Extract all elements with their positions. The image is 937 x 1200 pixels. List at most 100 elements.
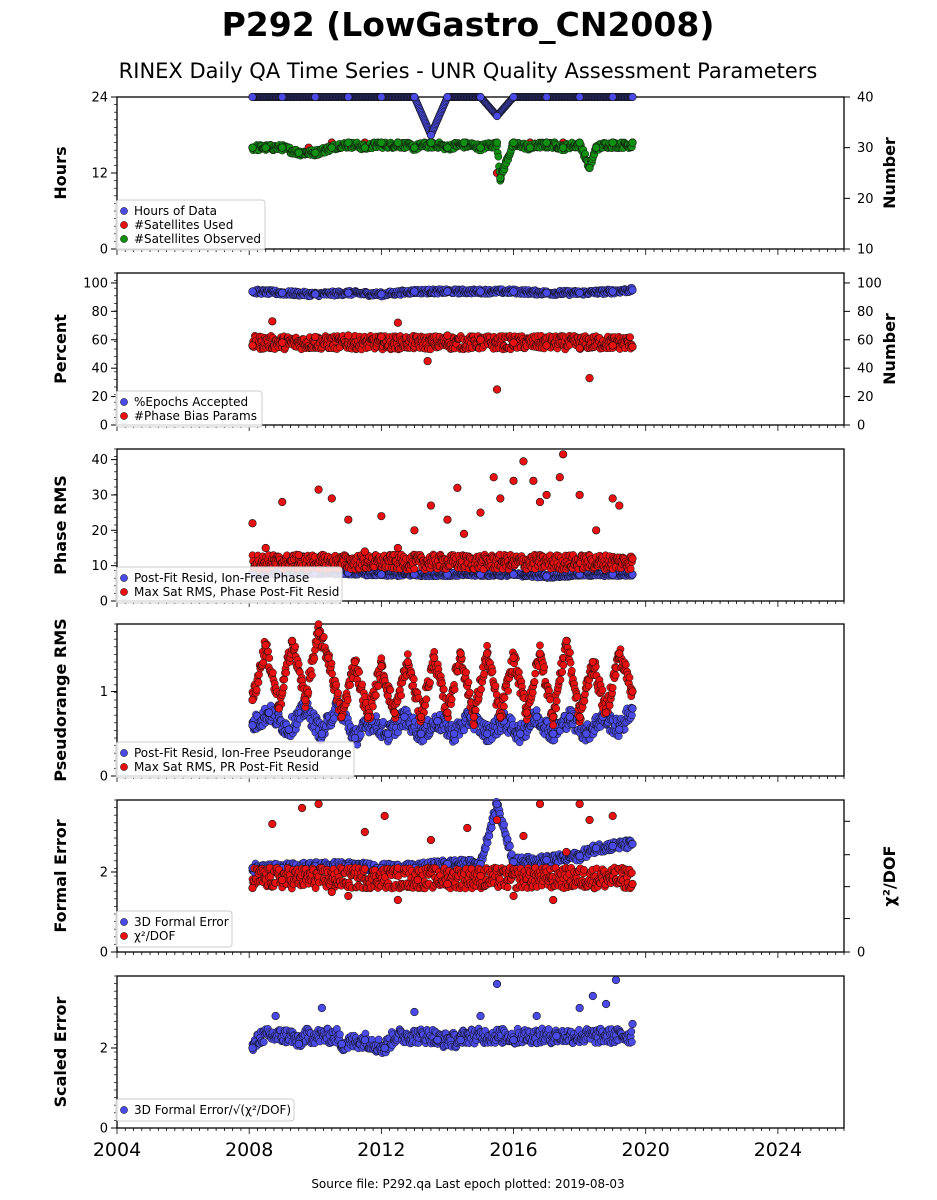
legend-marker (120, 207, 128, 215)
data-point (426, 501, 436, 510)
data-point (248, 143, 257, 152)
data-point (443, 92, 452, 102)
data-point (575, 344, 584, 353)
data-point (509, 138, 518, 147)
y-tick-label: 24 (91, 91, 108, 106)
data-point (443, 331, 452, 340)
y-tick-label: 0 (100, 595, 108, 610)
data-point (311, 290, 320, 299)
data-point (410, 526, 419, 535)
data-point (410, 287, 419, 296)
data-point (575, 138, 584, 147)
data-point (509, 338, 518, 347)
data-point (410, 143, 419, 152)
y-right-tick-label: 60 (857, 333, 874, 348)
data-point (311, 92, 320, 102)
y-right-tick-label: 10 (857, 243, 874, 258)
data-point (615, 501, 624, 510)
data-point (542, 288, 551, 297)
data-point (311, 332, 320, 342)
data-point (525, 143, 535, 152)
data-point (575, 92, 584, 102)
series-hours-0 (248, 92, 637, 140)
data-point (248, 287, 257, 296)
data-point (585, 374, 594, 383)
data-point (509, 92, 518, 102)
data-point (344, 92, 353, 102)
data-point (592, 143, 601, 152)
data-point (443, 515, 452, 524)
data-point (248, 92, 257, 102)
y-right-tick-label: 40 (857, 91, 874, 106)
y-tick-label: 10 (91, 559, 108, 574)
data-point (628, 138, 637, 147)
data-point (496, 173, 505, 183)
y-tick-label: 20 (91, 390, 108, 405)
data-point (608, 494, 617, 503)
data-point (377, 290, 386, 299)
data-point (311, 148, 320, 157)
y-right-tick-label: 100 (857, 276, 882, 291)
y-tick-label: 20 (91, 524, 108, 539)
data-point (542, 138, 551, 147)
y-tick-label: 0 (100, 243, 108, 258)
y-tick-label: 60 (91, 333, 108, 348)
y-axis-label: Percent (51, 314, 70, 384)
data-point (476, 508, 485, 517)
data-point (261, 143, 270, 152)
data-point (377, 92, 386, 102)
data-point (492, 138, 502, 147)
data-point (377, 570, 386, 579)
data-point (423, 356, 432, 366)
legend-label: #Satellites Observed (134, 232, 261, 246)
data-point (344, 515, 353, 524)
data-point (496, 494, 505, 503)
data-point (476, 287, 485, 296)
data-point (585, 163, 594, 173)
data-point (294, 148, 303, 157)
y-axis-label: Phase RMS (51, 475, 70, 575)
y-tick-label: 0 (100, 770, 108, 785)
legend-label: Max Sat RMS, Phase Post-Fit Resid (134, 585, 339, 599)
data-point-fill (532, 706, 541, 714)
y-tick-label: 40 (91, 453, 108, 468)
data-point (476, 92, 485, 102)
data-point-fill (494, 152, 503, 161)
data-point (443, 287, 452, 296)
data-point (278, 338, 287, 347)
data-point (608, 287, 617, 296)
data-point (360, 143, 369, 152)
y-axis-label-right: Number (880, 137, 899, 209)
legend-label: Post-Fit Resid, Ion-Free Phase (134, 571, 309, 585)
y-axis-label-right: Number (880, 313, 899, 385)
data-point (492, 111, 502, 121)
series-phase-rms-1 (248, 450, 637, 574)
data-point (509, 287, 518, 296)
y-right-tick-label: 20 (857, 390, 874, 405)
legend-marker (120, 412, 128, 420)
data-point (327, 143, 336, 152)
data-point (542, 572, 551, 581)
data-point (377, 512, 386, 521)
data-point (459, 138, 469, 147)
series-percent-1 (248, 317, 637, 394)
y-tick-label: 1 (100, 685, 108, 700)
data-point (261, 543, 270, 553)
y-right-tick-label: 80 (857, 305, 874, 320)
data-point (559, 450, 568, 459)
y-right-tick-label: 0 (857, 419, 865, 434)
data-point (344, 138, 353, 147)
data-point (377, 138, 386, 147)
data-point (459, 529, 469, 538)
data-point (278, 497, 287, 507)
y-right-tick-label: 40 (857, 362, 874, 377)
y-tick-label: 0 (100, 419, 108, 434)
legend-label: Hours of Data (134, 204, 217, 218)
data-point (327, 494, 336, 503)
data-point (360, 547, 369, 556)
data-point (314, 485, 323, 494)
